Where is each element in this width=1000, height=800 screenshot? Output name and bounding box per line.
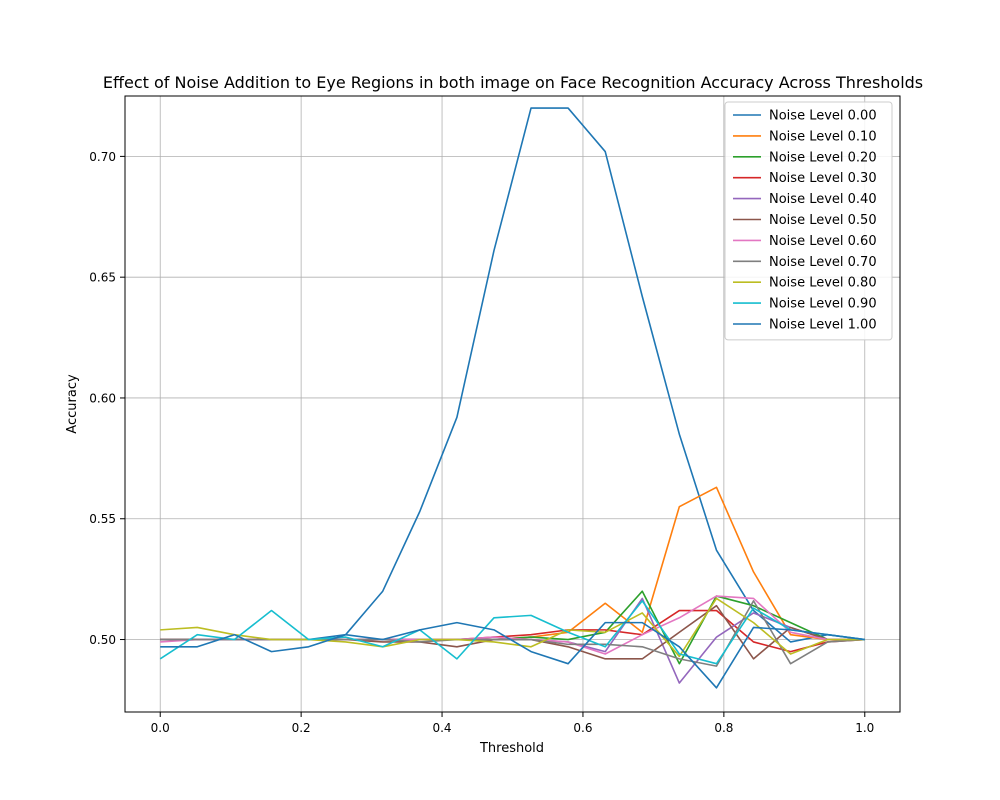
legend-box [724, 101, 893, 341]
x-tick-label: 0.0 [151, 721, 170, 735]
legend-label: Noise Level 0.60 [769, 234, 877, 249]
x-tick-label: 0.6 [573, 721, 592, 735]
x-tick-label: 0.2 [292, 721, 311, 735]
chart-title: Effect of Noise Addition to Eye Regions … [103, 73, 923, 92]
legend-label: Noise Level 0.70 [769, 255, 877, 270]
axis-ticks: 0.0 0.2 0.4 0.6 0.8 1.0 0.50 0.55 0.60 0.65 0.70 [89, 150, 874, 735]
legend-label: Noise Level 0.50 [769, 213, 877, 228]
y-axis-label: Accuracy [65, 374, 80, 434]
legend-label: Noise Level 1.00 [769, 318, 877, 333]
legend-label: Noise Level 0.40 [769, 192, 877, 207]
series-lines [159, 107, 865, 689]
y-tick-label: 0.65 [89, 271, 116, 285]
legend-label: Noise Level 0.30 [769, 171, 877, 186]
x-tick-label: 0.8 [714, 721, 733, 735]
y-tick-label: 0.55 [89, 512, 116, 526]
y-tick-label: 0.50 [89, 633, 116, 647]
legend-label: Noise Level 0.10 [769, 129, 877, 144]
series-line-noise-level-1-00 [160, 621, 865, 689]
legend: Noise Level 0.00 Noise Level 0.10 Noise Le… [724, 101, 893, 341]
y-tick-label: 0.70 [89, 150, 116, 164]
plot-frame [124, 95, 901, 713]
legend-label: Noise Level 0.20 [769, 150, 877, 165]
legend-label: Noise Level 0.00 [769, 109, 877, 124]
x-tick-label: 1.0 [855, 721, 874, 735]
legend-label: Noise Level 0.80 [769, 276, 877, 291]
series-line-noise-level-0-90 [159, 600, 865, 665]
x-axis-label: Threshold [479, 741, 544, 756]
legend-label: Noise Level 0.90 [769, 297, 877, 312]
y-tick-label: 0.60 [89, 391, 116, 405]
x-tick-label: 0.4 [432, 721, 451, 735]
